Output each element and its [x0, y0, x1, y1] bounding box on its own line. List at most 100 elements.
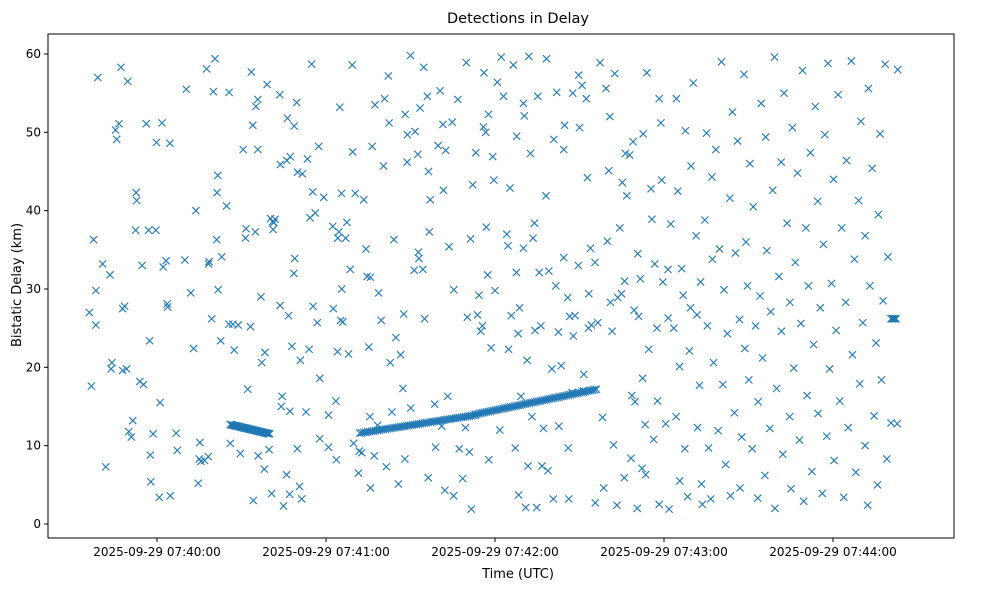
- data-point: [672, 94, 681, 103]
- data-point: [334, 227, 343, 236]
- data-point: [533, 92, 542, 101]
- data-point: [834, 90, 843, 99]
- data-point: [882, 454, 891, 463]
- data-point: [324, 411, 333, 420]
- data-point: [872, 339, 881, 348]
- data-point: [583, 173, 592, 182]
- data-point: [91, 321, 100, 330]
- data-point: [439, 186, 448, 195]
- data-point: [683, 492, 692, 501]
- data-point: [766, 307, 775, 316]
- x-axis-ticks: 2025-09-29 07:40:00 2025-09-29 07:41:00 20…: [93, 538, 897, 559]
- data-point: [569, 332, 578, 340]
- data-point: [756, 292, 765, 301]
- data-point: [123, 77, 132, 86]
- data-point: [780, 89, 788, 98]
- data-point: [725, 194, 734, 203]
- data-point: [313, 318, 322, 327]
- data-point: [225, 88, 234, 97]
- data-point: [487, 343, 496, 352]
- data-point: [488, 152, 497, 161]
- y-tick-label: 10: [26, 439, 41, 453]
- data-point: [799, 497, 808, 506]
- data-point: [303, 154, 312, 163]
- data-point: [801, 223, 810, 232]
- data-point: [743, 281, 752, 290]
- data-point: [571, 311, 579, 320]
- data-point: [468, 180, 477, 189]
- x-tick-label: 2025-09-29 07:40:00: [93, 545, 220, 559]
- data-point: [672, 412, 681, 421]
- data-point: [879, 296, 888, 305]
- data-point: [861, 231, 870, 240]
- data-point: [85, 308, 94, 317]
- data-point: [507, 311, 516, 320]
- data-point: [315, 434, 324, 443]
- data-point: [89, 235, 98, 244]
- data-point: [636, 274, 645, 283]
- data-point: [740, 70, 748, 79]
- data-point: [825, 364, 834, 373]
- data-point: [598, 413, 607, 422]
- data-point: [535, 268, 544, 277]
- data-point: [230, 346, 239, 355]
- data-point: [874, 210, 883, 219]
- data-point: [382, 462, 391, 471]
- data-point: [692, 310, 701, 319]
- data-point: [512, 268, 521, 277]
- data-point: [441, 146, 450, 155]
- data-point: [855, 379, 864, 388]
- data-point: [650, 259, 659, 268]
- data-point: [748, 444, 757, 453]
- data-point: [349, 439, 358, 448]
- data-point: [531, 326, 539, 335]
- data-point: [888, 314, 897, 323]
- data-point: [163, 299, 172, 308]
- data-point: [639, 129, 648, 138]
- data-point: [263, 80, 272, 89]
- data-point: [772, 384, 781, 393]
- data-point: [850, 255, 859, 264]
- data-point: [359, 195, 368, 204]
- data-point: [289, 269, 298, 278]
- data-point: [642, 68, 651, 77]
- data-point: [346, 265, 355, 274]
- data-point: [601, 84, 610, 93]
- data-point: [541, 191, 550, 200]
- data-point: [495, 426, 504, 434]
- data-point: [526, 149, 535, 158]
- data-point: [574, 71, 583, 80]
- data-point: [455, 444, 464, 453]
- data-point: [315, 374, 324, 383]
- data-point: [269, 225, 278, 234]
- data-point: [744, 375, 753, 384]
- data-point: [675, 362, 684, 371]
- data-point: [491, 286, 499, 295]
- data-point: [647, 215, 656, 224]
- data-point: [621, 149, 630, 158]
- data-point: [290, 254, 299, 263]
- data-point: [741, 238, 750, 246]
- data-point: [856, 117, 865, 126]
- data-point: [617, 289, 626, 298]
- data-point: [854, 196, 863, 205]
- data-point: [260, 348, 269, 357]
- data-point: [731, 248, 740, 257]
- data-point: [696, 277, 705, 286]
- data-point: [658, 277, 667, 286]
- data-point: [612, 501, 621, 510]
- data-point: [796, 319, 805, 328]
- data-point: [332, 455, 341, 464]
- data-point: [835, 397, 844, 406]
- data-point: [625, 151, 634, 160]
- data-point: [366, 483, 375, 492]
- data-point: [302, 407, 310, 416]
- data-point: [841, 298, 850, 307]
- data-point: [305, 345, 314, 354]
- data-point: [603, 237, 612, 246]
- data-point: [698, 500, 707, 509]
- data-point: [829, 175, 838, 184]
- data-point: [861, 441, 870, 450]
- data-point: [863, 501, 872, 510]
- data-point: [504, 345, 513, 354]
